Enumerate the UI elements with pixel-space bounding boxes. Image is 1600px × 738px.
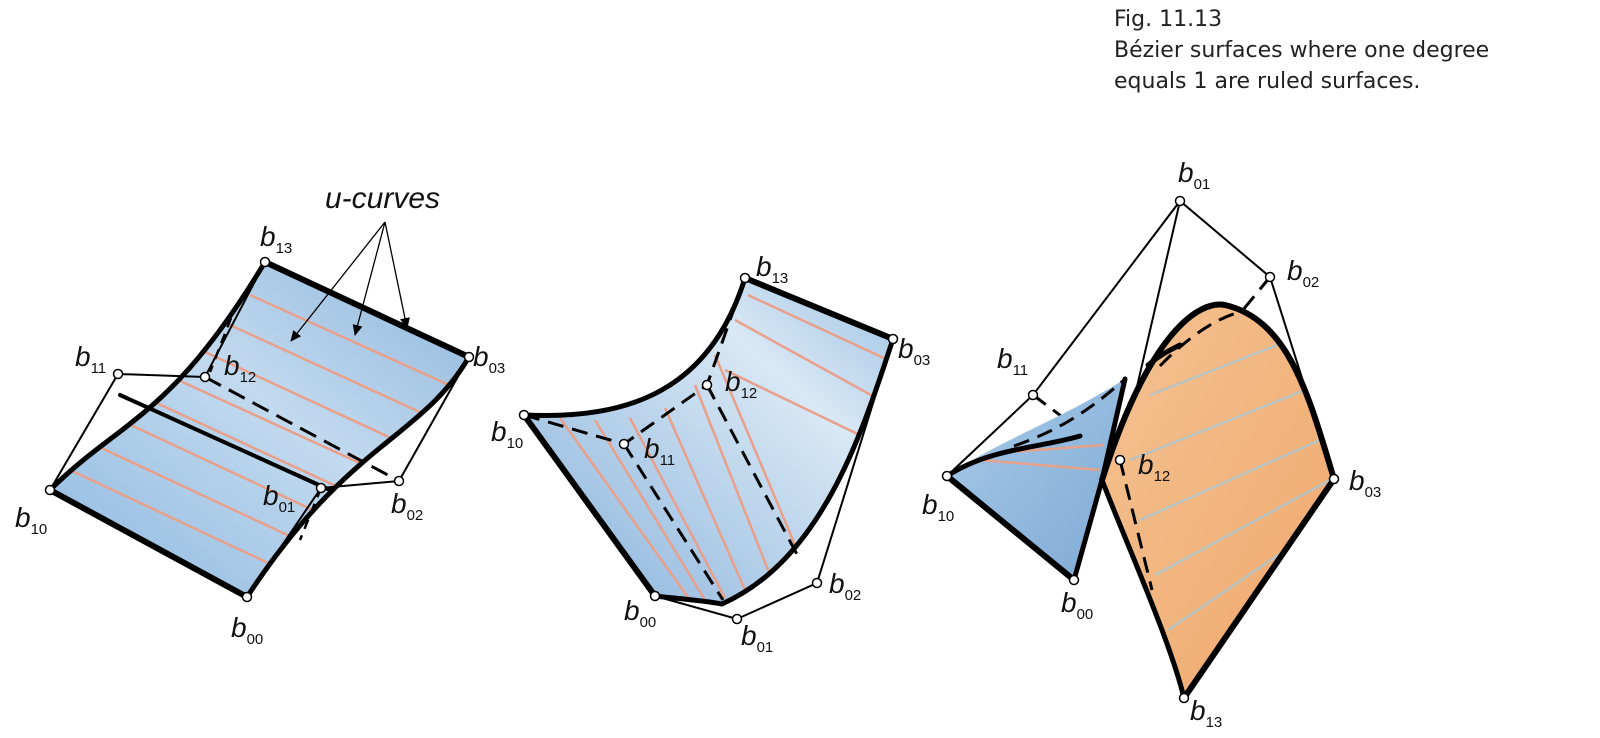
caption-line-2: equals 1 are ruled surfaces. xyxy=(1114,69,1421,94)
label-b10: b10 xyxy=(922,489,954,525)
right-point-labels: b01 b02 b11 b12 b10 b03 b00 b13 xyxy=(922,157,1381,731)
label-b11: b11 xyxy=(997,343,1028,379)
right-hidden-edges xyxy=(1013,310,1241,591)
label-b03: b03 xyxy=(1349,465,1381,501)
label-b11: b11 xyxy=(75,341,106,377)
label-b02: b02 xyxy=(829,568,861,604)
label-b11: b11 xyxy=(644,433,675,469)
middle-control-polygon xyxy=(523,277,894,621)
right-orange-surface xyxy=(1102,304,1334,698)
label-b01: b01 xyxy=(1178,157,1210,193)
right-figure: b01 b02 b11 b12 b10 b03 b00 b13 xyxy=(922,157,1381,731)
right-boundary xyxy=(944,301,1337,701)
figure-caption: Fig. 11.13 Bézier surfaces where one deg… xyxy=(1114,4,1584,97)
right-blue-rulings xyxy=(979,443,1105,472)
label-b13: b13 xyxy=(1190,695,1222,731)
left-figure: u-curves b13 b11 b12 b03 b10 b01 b02 b00 xyxy=(15,182,505,648)
right-orange-rulings xyxy=(1129,338,1331,632)
u-curves-arrows xyxy=(290,221,410,342)
label-b13: b13 xyxy=(756,251,788,287)
label-b00: b00 xyxy=(1061,587,1093,623)
label-b02: b02 xyxy=(1287,255,1319,291)
middle-rulings xyxy=(558,293,889,601)
left-point-labels: b13 b11 b12 b03 b10 b01 b02 b00 xyxy=(15,221,505,648)
label-b03: b03 xyxy=(473,341,505,377)
label-b00: b00 xyxy=(231,612,263,648)
label-b13: b13 xyxy=(260,221,292,257)
label-b12: b12 xyxy=(1138,449,1170,485)
caption-line-1: Bézier surfaces where one degree xyxy=(1114,38,1490,63)
right-blue-surface xyxy=(947,379,1125,580)
u-curves-label: u-curves xyxy=(325,182,440,215)
label-b12: b12 xyxy=(224,350,256,386)
label-b10: b10 xyxy=(15,502,47,538)
left-boundary xyxy=(47,259,472,600)
middle-point-labels: b13 b03 b12 b10 b11 b02 b00 b01 xyxy=(491,251,930,656)
middle-figure: b13 b03 b12 b10 b11 b02 b00 b01 xyxy=(491,251,930,656)
left-control-points xyxy=(44,256,475,603)
label-b12: b12 xyxy=(725,366,757,402)
label-b10: b10 xyxy=(491,416,523,452)
right-control-points xyxy=(941,195,1340,704)
middle-surface xyxy=(524,278,893,604)
label-b01: b01 xyxy=(741,620,773,656)
label-b01: b01 xyxy=(263,480,295,516)
figure-number: Fig. 11.13 xyxy=(1114,7,1223,32)
label-b00: b00 xyxy=(624,595,656,631)
middle-control-points xyxy=(518,272,899,625)
label-b03: b03 xyxy=(898,333,930,369)
label-b02: b02 xyxy=(391,488,423,524)
